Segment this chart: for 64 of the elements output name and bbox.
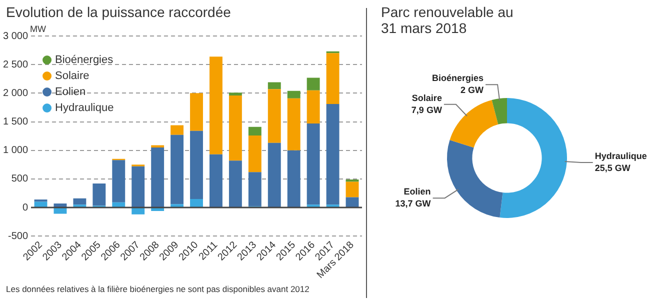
slice-label: Hydraulique	[594, 150, 647, 161]
bar	[268, 89, 281, 143]
y-tick-label: -500	[8, 230, 28, 242]
bar	[287, 98, 300, 150]
bar	[170, 125, 184, 135]
bar	[112, 202, 126, 208]
bar	[306, 204, 320, 208]
bar	[287, 150, 300, 208]
y-tick-label: 500	[11, 174, 28, 185]
data-label: 13,7 GW	[395, 198, 432, 209]
y-tick-label: 2 500	[2, 59, 28, 70]
bar	[268, 82, 281, 90]
bar	[306, 123, 320, 205]
bar	[34, 202, 48, 208]
bar	[132, 166, 145, 208]
bar	[248, 135, 262, 172]
data-label: 25,5 GW	[594, 162, 631, 173]
y-tick-label: 3 000	[2, 30, 28, 42]
bar	[112, 160, 126, 202]
chart-title: Parc renouvelable au 31 mars 2018	[381, 4, 514, 36]
bar	[190, 130, 203, 199]
slice-label: Eolien	[404, 186, 431, 197]
bar	[326, 104, 340, 205]
bar	[248, 126, 262, 136]
bar	[210, 56, 222, 154]
bar	[248, 172, 262, 206]
bar	[326, 53, 340, 104]
bar	[306, 90, 320, 124]
bar	[210, 154, 222, 208]
y-tick-label: 1 000	[2, 145, 28, 156]
y-tick-label: 1 500	[2, 116, 28, 128]
bar	[170, 204, 184, 208]
bar	[346, 197, 359, 208]
slice-label: Bioénergies	[432, 73, 484, 84]
y-axis-title: MW	[30, 24, 46, 34]
bar	[73, 204, 86, 208]
bar	[54, 204, 67, 208]
bar	[73, 198, 86, 205]
legend-label: Bioénergies	[55, 54, 114, 66]
chart-title: Evolution de la puissance raccordée	[6, 4, 232, 20]
bar	[228, 95, 242, 161]
text: Les données relatives à la filière bioénergies ne sont pas disponibles avant 2012	[6, 284, 310, 294]
bar	[228, 160, 242, 208]
bar	[287, 90, 300, 98]
bar	[346, 182, 359, 198]
y-tick-label: 0	[22, 202, 28, 214]
bar	[190, 93, 203, 131]
bar	[228, 92, 242, 96]
bar	[132, 208, 145, 214]
bar	[326, 204, 340, 208]
bar	[151, 147, 164, 208]
bar	[190, 198, 203, 208]
data-label: 2 GW	[460, 85, 484, 96]
bar	[170, 134, 184, 204]
y-tick-label: 2 000	[2, 88, 28, 99]
bar	[54, 208, 67, 214]
bar	[92, 184, 106, 206]
bar	[306, 78, 320, 90]
slice-label: Solaire	[412, 92, 442, 103]
bar	[268, 142, 281, 208]
legend-label: Eolien	[55, 86, 86, 98]
legend-label: Solaire	[55, 70, 90, 82]
legend-label: Hydraulique	[55, 102, 114, 114]
data-label: 7,9 GW	[411, 104, 442, 115]
